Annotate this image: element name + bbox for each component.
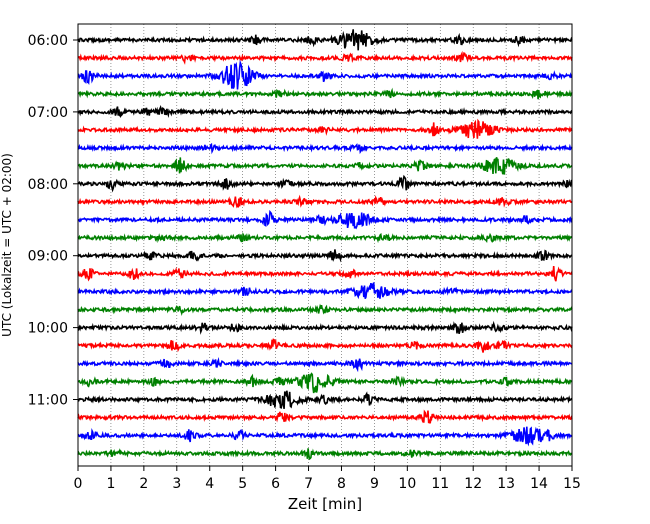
- trace-row: [77, 320, 573, 335]
- trace-row: [77, 105, 573, 119]
- x-tick-label: 13: [497, 476, 515, 492]
- y-tick-label: 07:00: [28, 105, 68, 121]
- trace-row: [77, 265, 573, 282]
- y-tick-label: 08:00: [28, 177, 68, 193]
- trace-row: [77, 209, 573, 230]
- trace-row: [77, 426, 573, 447]
- trace-row: [77, 50, 573, 65]
- x-tick-label: 6: [271, 476, 280, 492]
- trace-row: [77, 157, 573, 175]
- x-tick-label: 1: [106, 476, 115, 492]
- x-tick-label: 2: [139, 476, 148, 492]
- plot-frame: [77, 23, 573, 467]
- x-tick-label: 15: [563, 476, 581, 492]
- y-tick-label: 09:00: [28, 249, 68, 265]
- trace-row: [77, 338, 573, 353]
- x-tick-label: 4: [205, 476, 214, 492]
- x-axis-label: Zeit [min]: [288, 495, 362, 513]
- trace-row: [77, 174, 573, 193]
- trace-row: [77, 357, 573, 373]
- trace-row: [77, 282, 573, 300]
- y-tick-label: 10:00: [28, 321, 68, 337]
- x-tick-label: 8: [337, 476, 346, 492]
- trace-row: [77, 448, 573, 461]
- x-tick-label: 11: [431, 476, 449, 492]
- x-tick-label: 14: [530, 476, 548, 492]
- x-tick-label: 10: [398, 476, 416, 492]
- trace-row: [77, 303, 573, 316]
- x-tick-label: 7: [304, 476, 313, 492]
- y-axis-label: UTC (Lokalzeit = UTC + 02:00): [0, 153, 14, 337]
- y-tick-label: 06:00: [28, 33, 68, 49]
- trace-row: [77, 142, 573, 155]
- trace-row: [77, 87, 573, 100]
- x-tick-label: 5: [238, 476, 247, 492]
- x-tick-label: 9: [370, 476, 379, 492]
- x-tick-label: 3: [172, 476, 181, 492]
- axes-layer: 0 1 2 3 4 5 6 7 8 9 10 11 12 13 14 1506:0007:0008:0009:…: [28, 23, 581, 492]
- trace-row: [77, 409, 573, 424]
- trace-row: [77, 249, 573, 263]
- x-tick-label: 12: [464, 476, 482, 492]
- trace-row: [77, 231, 573, 244]
- trace-layer: [77, 29, 573, 461]
- trace-row: [77, 390, 573, 410]
- trace-row: [77, 372, 573, 394]
- trace-row: [77, 29, 573, 51]
- x-tick-label: 0: [74, 476, 83, 492]
- trace-row: [77, 59, 573, 90]
- trace-row: [77, 194, 573, 209]
- trace-row: [77, 118, 573, 139]
- y-tick-label: 11:00: [28, 393, 68, 409]
